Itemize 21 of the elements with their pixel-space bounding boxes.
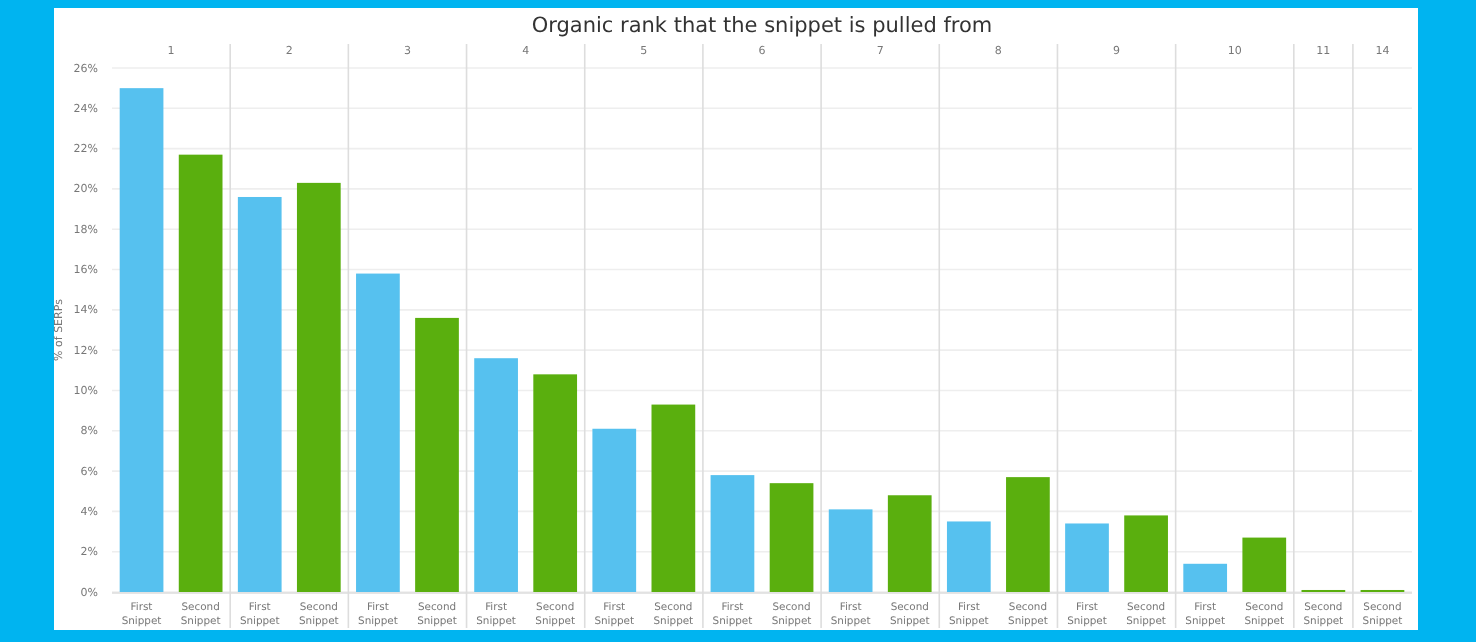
bar: [415, 317, 459, 592]
bar: [769, 483, 814, 592]
bar: [946, 521, 991, 592]
bar: [474, 358, 518, 592]
bar: [651, 404, 696, 592]
bar: [119, 88, 164, 592]
bar: [1124, 515, 1168, 592]
bar: [1242, 537, 1287, 592]
bar: [237, 196, 282, 592]
bar: [296, 182, 341, 592]
bar: [1006, 477, 1050, 592]
bar: [178, 154, 223, 592]
bar: [1065, 523, 1109, 592]
bar: [710, 475, 755, 592]
chart-title: Organic rank that the snippet is pulled from: [531, 14, 993, 38]
bar: [1183, 563, 1228, 592]
bar: [356, 273, 400, 592]
bar: [592, 428, 637, 592]
bar: [533, 374, 578, 592]
bar: [887, 495, 932, 592]
bar: [828, 509, 873, 592]
